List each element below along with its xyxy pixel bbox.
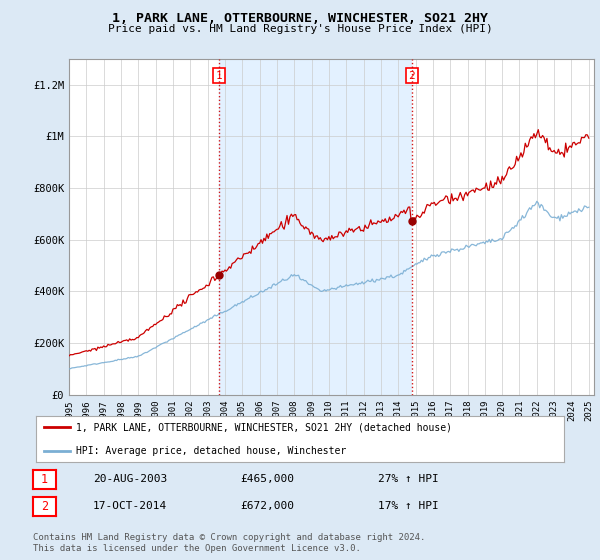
Text: 1: 1 xyxy=(41,473,48,486)
Text: 1: 1 xyxy=(215,71,222,81)
Text: 17% ↑ HPI: 17% ↑ HPI xyxy=(378,501,439,511)
Text: 20-AUG-2003: 20-AUG-2003 xyxy=(93,474,167,484)
Text: 17-OCT-2014: 17-OCT-2014 xyxy=(93,501,167,511)
Text: 2: 2 xyxy=(409,71,415,81)
Text: 27% ↑ HPI: 27% ↑ HPI xyxy=(378,474,439,484)
Text: Contains HM Land Registry data © Crown copyright and database right 2024.
This d: Contains HM Land Registry data © Crown c… xyxy=(33,533,425,553)
Text: HPI: Average price, detached house, Winchester: HPI: Average price, detached house, Winc… xyxy=(76,446,346,456)
Bar xyxy=(219,59,412,395)
Text: 1, PARK LANE, OTTERBOURNE, WINCHESTER, SO21 2HY: 1, PARK LANE, OTTERBOURNE, WINCHESTER, S… xyxy=(112,12,488,25)
Text: 1, PARK LANE, OTTERBOURNE, WINCHESTER, SO21 2HY (detached house): 1, PARK LANE, OTTERBOURNE, WINCHESTER, S… xyxy=(76,422,452,432)
Text: £465,000: £465,000 xyxy=(240,474,294,484)
Text: 2: 2 xyxy=(41,500,48,513)
Text: Price paid vs. HM Land Registry's House Price Index (HPI): Price paid vs. HM Land Registry's House … xyxy=(107,24,493,34)
Text: £672,000: £672,000 xyxy=(240,501,294,511)
